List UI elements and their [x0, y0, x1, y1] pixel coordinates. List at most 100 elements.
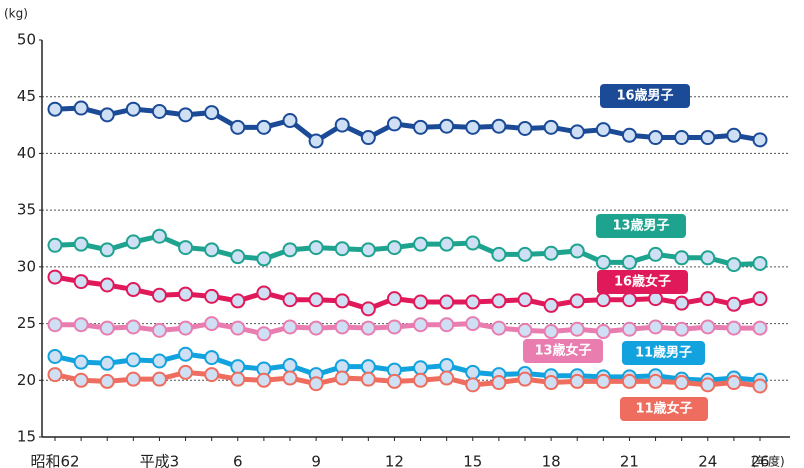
data-point: [204, 242, 220, 258]
data-point: [413, 236, 429, 252]
data-point: [752, 255, 768, 271]
data-point: [308, 320, 324, 336]
x-tick-label: 21: [620, 453, 639, 468]
data-point: [569, 124, 585, 140]
data-point: [334, 117, 350, 133]
data-point: [648, 130, 664, 146]
data-point: [439, 317, 455, 333]
data-point: [334, 370, 350, 386]
data-point: [99, 373, 115, 389]
data-point: [621, 321, 637, 337]
data-point: [726, 296, 742, 312]
series-line: [54, 351, 761, 383]
data-point: [752, 132, 768, 148]
data-point: [282, 292, 298, 308]
data-point: [73, 236, 89, 252]
data-point: [151, 322, 167, 338]
data-point: [308, 376, 324, 392]
data-point: [282, 370, 298, 386]
data-point: [439, 236, 455, 252]
data-point: [99, 355, 115, 371]
data-point: [621, 127, 637, 143]
series-line: [54, 233, 761, 268]
series-label-box: [596, 214, 686, 238]
data-point: [595, 122, 611, 138]
data-point: [125, 282, 141, 298]
data-point: [178, 286, 194, 302]
data-point: [517, 371, 533, 387]
data-point: [386, 291, 402, 307]
data-point: [308, 133, 324, 149]
x-tick-label: 6: [233, 453, 243, 468]
y-tick-label: 15: [17, 428, 36, 446]
data-point: [543, 375, 559, 391]
data-point: [465, 364, 481, 380]
data-point: [595, 292, 611, 308]
data-point: [282, 242, 298, 258]
data-point: [439, 118, 455, 134]
data-point: [517, 120, 533, 136]
data-point: [256, 119, 272, 135]
x-tick-label: 12: [385, 453, 404, 468]
data-point: [439, 370, 455, 386]
data-point: [413, 294, 429, 310]
data-point: [334, 319, 350, 335]
data-point: [178, 240, 194, 256]
data-point: [386, 240, 402, 256]
data-point: [465, 294, 481, 310]
data-point: [517, 246, 533, 262]
data-point: [47, 237, 63, 253]
data-point: [151, 228, 167, 244]
data-point: [752, 291, 768, 307]
series-line: [54, 105, 761, 144]
data-point: [230, 371, 246, 387]
data-point: [125, 371, 141, 387]
data-point: [204, 316, 220, 332]
data-point: [360, 130, 376, 146]
data-point: [491, 293, 507, 309]
y-tick-label: 20: [17, 371, 36, 389]
data-point: [73, 100, 89, 116]
data-point: [674, 295, 690, 311]
data-point: [47, 317, 63, 333]
data-point: [282, 358, 298, 374]
data-point: [230, 359, 246, 375]
data-point: [47, 367, 63, 383]
data-point: [308, 292, 324, 308]
data-point: [256, 251, 272, 267]
data-point: [543, 245, 559, 261]
x-tick-label: 18: [542, 453, 561, 468]
data-point: [543, 119, 559, 135]
data-point: [465, 235, 481, 251]
data-point: [125, 352, 141, 368]
y-tick-label: 50: [17, 31, 36, 49]
data-point: [360, 359, 376, 375]
series-line: [55, 321, 760, 337]
x-tick-label: 26: [750, 453, 769, 468]
data-point: [465, 377, 481, 393]
data-point: [360, 242, 376, 258]
data-point: [674, 130, 690, 146]
data-point: [99, 107, 115, 123]
data-point: [413, 372, 429, 388]
data-point: [726, 320, 742, 336]
data-point: [178, 320, 194, 336]
data-point: [178, 364, 194, 380]
data-point: [256, 326, 272, 342]
series-label-box: [597, 270, 688, 294]
data-point: [439, 294, 455, 310]
series-label: 13歳女子: [534, 343, 591, 359]
data-point: [726, 257, 742, 273]
data-point: [700, 291, 716, 307]
data-point: [230, 119, 246, 135]
y-unit: (kg): [4, 7, 28, 21]
series-label: 11歳男子: [635, 345, 692, 361]
data-point: [151, 371, 167, 387]
data-point: [125, 101, 141, 117]
y-tick-label: 45: [17, 87, 36, 105]
data-point: [543, 297, 559, 313]
data-point: [674, 250, 690, 266]
data-point: [125, 319, 141, 335]
data-point: [204, 350, 220, 366]
